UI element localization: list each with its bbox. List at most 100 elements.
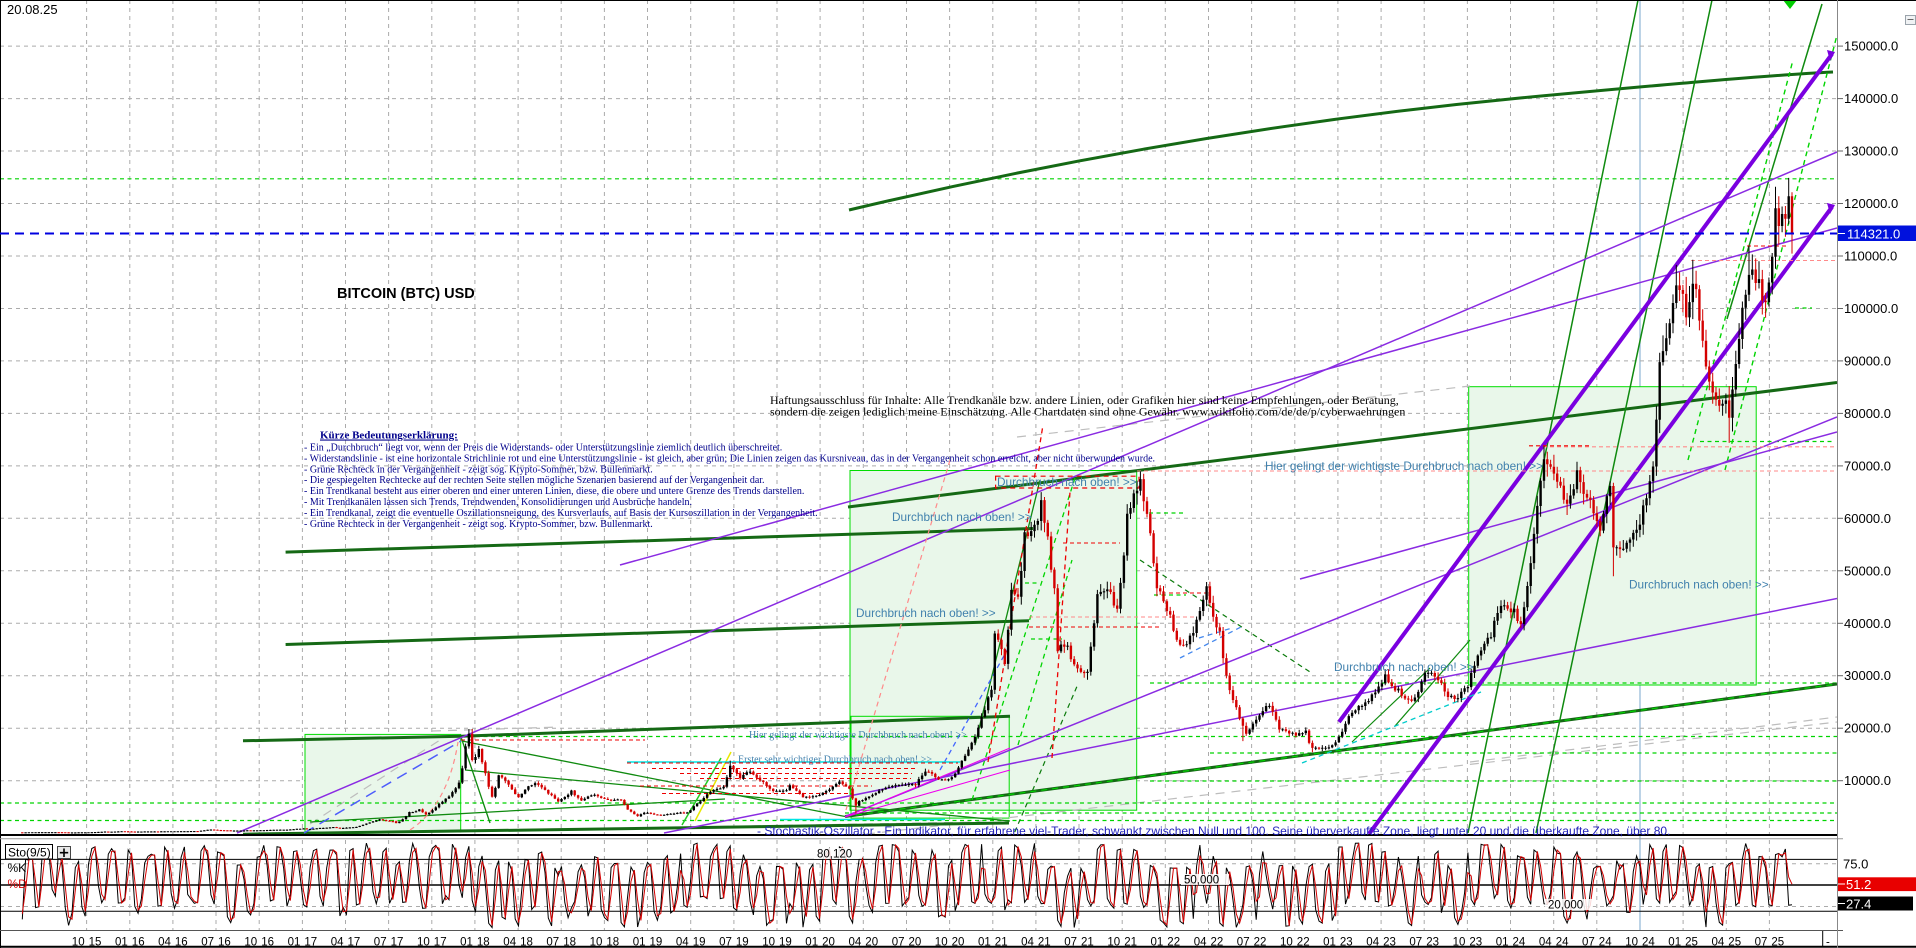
svg-text:22: 22 (1297, 936, 1310, 948)
svg-text:- Die gespiegelten Rechtecke a: - Die gespiegelten Rechtecke auf der rec… (304, 475, 765, 486)
svg-text:10: 10 (244, 936, 257, 948)
svg-text:Kürze Bedeutungserklärung:: Kürze Bedeutungserklärung: (320, 430, 458, 442)
svg-text:23: 23 (1426, 936, 1439, 948)
svg-text:21: 21 (995, 936, 1008, 948)
svg-text:04: 04 (1194, 936, 1207, 948)
svg-text:04: 04 (849, 936, 862, 948)
svg-text:04: 04 (1539, 936, 1552, 948)
svg-text:18: 18 (606, 936, 619, 948)
svg-text:20.08.25: 20.08.25 (7, 2, 58, 17)
svg-text:25: 25 (1771, 936, 1784, 948)
svg-text:Sto(9/5): Sto(9/5) (8, 846, 51, 860)
svg-text:25: 25 (1728, 936, 1741, 948)
svg-text:07: 07 (201, 936, 214, 948)
svg-text:10: 10 (1453, 936, 1466, 948)
svg-text:sondern die zeigen lediglich m: sondern die zeigen lediglich meine Einsc… (770, 405, 1405, 419)
svg-text:01: 01 (805, 936, 818, 948)
svg-text:27.4: 27.4 (1846, 896, 1871, 911)
svg-text:18: 18 (563, 936, 576, 948)
svg-text:%D: %D (8, 877, 28, 891)
svg-text:20: 20 (909, 936, 922, 948)
svg-text:Durchbruch nach oben! >>: Durchbruch nach oben! >> (1629, 578, 1769, 592)
svg-text:01: 01 (633, 936, 646, 948)
svg-text:07: 07 (1755, 936, 1768, 948)
svg-text:10: 10 (417, 936, 430, 948)
svg-text:10: 10 (935, 936, 948, 948)
svg-text:17: 17 (434, 936, 447, 948)
svg-text:19: 19 (779, 936, 792, 948)
svg-text:22: 22 (1211, 936, 1224, 948)
svg-text:- Ein Trendkanal, zeigt die ev: - Ein Trendkanal, zeigt die eventuelle O… (304, 508, 818, 519)
svg-text:20,000: 20,000 (1548, 900, 1583, 912)
svg-text:01: 01 (978, 936, 991, 948)
svg-text:01: 01 (1323, 936, 1336, 948)
svg-text:04: 04 (1712, 936, 1725, 948)
svg-text:25: 25 (1685, 936, 1698, 948)
svg-text:04: 04 (158, 936, 171, 948)
svg-text:Durchbruch nach oben! >>: Durchbruch nach oben! >> (856, 606, 996, 620)
svg-text:16: 16 (261, 936, 274, 948)
svg-text:19: 19 (693, 936, 706, 948)
svg-text:Durchbruch nach oben! >>: Durchbruch nach oben! >> (1334, 660, 1474, 674)
svg-text:07: 07 (1237, 936, 1250, 948)
svg-text:130000.0: 130000.0 (1844, 144, 1898, 159)
svg-text:Durchbruch nach oben! >>: Durchbruch nach oben! >> (997, 475, 1137, 489)
svg-text:- Mit Trendkanälen lassen sich: - Mit Trendkanälen lassen sich Trends, T… (304, 497, 692, 508)
svg-text:24: 24 (1513, 936, 1526, 948)
svg-text:18: 18 (477, 936, 490, 948)
svg-text:15: 15 (89, 936, 102, 948)
svg-text:16: 16 (175, 936, 188, 948)
svg-text:23: 23 (1469, 936, 1482, 948)
svg-text:04: 04 (676, 936, 689, 948)
svg-text:07: 07 (892, 936, 905, 948)
svg-text:- Ein „Durchbruch“ liegt vor,: - Ein „Durchbruch“ liegt vor, wenn der P… (304, 443, 782, 454)
svg-text:BITCOIN (BTC) USD: BITCOIN (BTC) USD (337, 286, 475, 302)
svg-text:04: 04 (1021, 936, 1034, 948)
svg-text:10: 10 (762, 936, 775, 948)
svg-text:01: 01 (1496, 936, 1509, 948)
svg-text:07: 07 (374, 936, 387, 948)
svg-text:17: 17 (304, 936, 317, 948)
svg-text:07: 07 (1582, 936, 1595, 948)
svg-text:23: 23 (1340, 936, 1353, 948)
svg-text:17: 17 (391, 936, 404, 948)
svg-text:- Grüne Rechteck in der Vergan: - Grüne Rechteck in der Vergangenheit - … (304, 464, 653, 475)
svg-text:40000.0: 40000.0 (1844, 616, 1891, 631)
svg-text:01: 01 (460, 936, 473, 948)
svg-text:18: 18 (520, 936, 533, 948)
svg-text:01: 01 (1151, 936, 1164, 948)
svg-text:150000.0: 150000.0 (1844, 39, 1898, 54)
svg-text:110000.0: 110000.0 (1844, 249, 1897, 264)
svg-text:19: 19 (736, 936, 749, 948)
svg-text:16: 16 (218, 936, 231, 948)
svg-text:30000.0: 30000.0 (1844, 668, 1891, 683)
svg-text:22: 22 (1167, 936, 1180, 948)
svg-text:07: 07 (719, 936, 732, 948)
svg-text:Erster sehr wichtiger Durchbru: Erster sehr wichtiger Durchbruch nach ob… (738, 755, 932, 766)
svg-text:%K: %K (8, 861, 27, 875)
svg-text:16: 16 (132, 936, 145, 948)
svg-text:51.2: 51.2 (1846, 877, 1871, 892)
svg-text:10: 10 (1280, 936, 1293, 948)
svg-text:70000.0: 70000.0 (1844, 458, 1891, 473)
svg-text:20000.0: 20000.0 (1844, 721, 1891, 736)
svg-text:Haftungsausschluss für Inhalte: Haftungsausschluss für Inhalte: Alle Tre… (770, 393, 1399, 407)
svg-text:04: 04 (503, 936, 516, 948)
svg-text:07: 07 (1409, 936, 1422, 948)
svg-text:22: 22 (1254, 936, 1267, 948)
svg-text:04: 04 (1366, 936, 1379, 948)
svg-text:07: 07 (1064, 936, 1077, 948)
svg-text:50,000: 50,000 (1184, 875, 1219, 887)
svg-text:10: 10 (1107, 936, 1120, 948)
svg-text:01: 01 (1668, 936, 1681, 948)
svg-text:-: - (1826, 936, 1830, 948)
svg-text:50000.0: 50000.0 (1844, 563, 1891, 578)
svg-text:01: 01 (115, 936, 128, 948)
svg-text:07: 07 (546, 936, 559, 948)
svg-text:75.0: 75.0 (1843, 857, 1868, 872)
svg-text:24: 24 (1599, 936, 1612, 948)
svg-text:20: 20 (822, 936, 835, 948)
svg-text:Hier gelingt der wichtigste Du: Hier gelingt der wichtigste Durchbruch n… (1265, 459, 1543, 473)
svg-text:10: 10 (1625, 936, 1638, 948)
svg-text:21: 21 (1081, 936, 1094, 948)
